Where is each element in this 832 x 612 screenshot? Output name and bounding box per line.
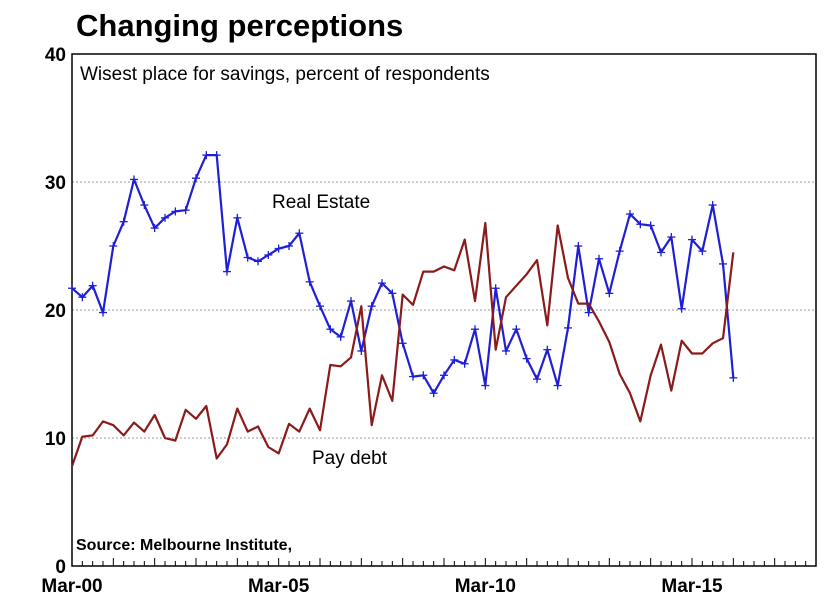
data-point-real-estate: [295, 229, 304, 238]
data-point-real-estate: [657, 248, 665, 257]
data-point-real-estate: [688, 235, 696, 244]
data-point-real-estate: [119, 217, 128, 226]
data-point-real-estate: [88, 281, 97, 290]
y-tick-label: 0: [55, 557, 66, 578]
data-point-real-estate: [677, 304, 686, 313]
x-tick-label: Mar-10: [455, 576, 516, 597]
data-point-real-estate: [584, 308, 593, 317]
data-point-real-estate: [347, 297, 355, 306]
data-point-real-estate: [615, 247, 624, 256]
data-point-real-estate: [161, 213, 169, 222]
data-point-real-estate: [202, 151, 211, 160]
data-point-real-estate: [357, 346, 366, 355]
data-point-real-estate: [78, 293, 87, 302]
series-real-estate: [68, 151, 738, 398]
annotation-pay-debt: Pay debt: [312, 448, 388, 469]
data-point-real-estate: [419, 371, 428, 380]
data-point-real-estate: [223, 267, 231, 276]
x-minor-ticks: [71, 558, 817, 566]
x-tick-label: Mar-05: [248, 576, 310, 597]
data-point-real-estate: [491, 284, 500, 293]
data-point-real-estate: [171, 207, 180, 216]
series-line-real-estate: [71, 154, 735, 395]
y-tick-label: 30: [45, 173, 66, 194]
chart-subtitle: Wisest place for savings, percent of res…: [80, 64, 490, 85]
data-point-real-estate: [336, 332, 345, 341]
data-point-real-estate: [243, 253, 252, 262]
data-point-real-estate: [440, 371, 448, 380]
data-point-real-estate: [254, 257, 262, 266]
data-point-real-estate: [636, 220, 645, 229]
data-point-real-estate: [626, 210, 634, 218]
x-tick-label: Mar-00: [41, 576, 102, 597]
y-tick-label: 40: [45, 45, 66, 66]
data-point-real-estate: [522, 354, 531, 363]
data-point-real-estate: [212, 151, 221, 160]
data-point-real-estate: [140, 201, 149, 210]
data-point-real-estate: [367, 302, 376, 311]
annotation-real-estate: Real Estate: [272, 192, 370, 213]
data-point-real-estate: [305, 277, 314, 286]
gridlines: [72, 181, 816, 439]
x-tick-labels: Mar-00 Mar-05 Mar-10 Mar-15: [41, 576, 723, 597]
series-lines: [68, 151, 738, 467]
data-point-real-estate: [264, 250, 273, 259]
data-point-real-estate: [471, 325, 479, 334]
data-point-real-estate: [150, 224, 159, 233]
data-point-real-estate: [698, 247, 707, 256]
data-point-real-estate: [502, 346, 510, 355]
data-point-real-estate: [719, 259, 727, 268]
data-point-real-estate: [708, 201, 717, 210]
data-point-real-estate: [109, 242, 118, 250]
data-point-real-estate: [460, 359, 469, 368]
data-point-real-estate: [533, 375, 541, 384]
data-point-real-estate: [68, 284, 76, 293]
data-point-real-estate: [595, 254, 603, 263]
data-point-real-estate: [388, 289, 397, 298]
data-point-real-estate: [181, 206, 190, 215]
data-point-real-estate: [667, 233, 676, 242]
y-tick-labels: 0 10 20 30 40: [45, 45, 66, 578]
data-point-real-estate: [429, 389, 438, 398]
x-tick-label: Mar-15: [661, 576, 723, 597]
data-point-real-estate: [274, 244, 283, 253]
data-point-real-estate: [378, 279, 386, 288]
source-note: Source: Melbourne Institute,: [76, 537, 292, 554]
data-point-real-estate: [646, 221, 655, 230]
data-point-real-estate: [512, 325, 521, 334]
data-point-real-estate: [605, 289, 614, 298]
series-pay-debt: [70, 221, 735, 467]
data-point-real-estate: [99, 308, 107, 317]
y-tick-label: 20: [45, 301, 66, 322]
data-point-real-estate: [316, 302, 324, 311]
chart-title: Changing perceptions: [76, 8, 404, 43]
y-tick-label: 10: [45, 429, 66, 450]
data-point-real-estate: [729, 373, 738, 382]
data-point-real-estate: [285, 242, 293, 250]
data-point-real-estate: [130, 175, 138, 184]
data-point-real-estate: [564, 323, 572, 332]
data-point-real-estate: [553, 381, 562, 390]
data-point-real-estate: [233, 213, 242, 222]
data-point-real-estate: [481, 381, 490, 390]
data-point-real-estate: [543, 345, 552, 354]
series-line-pay-debt: [70, 221, 735, 467]
data-point-real-estate: [192, 174, 200, 183]
data-point-real-estate: [574, 242, 583, 250]
data-point-real-estate: [326, 325, 335, 334]
data-point-real-estate: [450, 355, 459, 364]
data-point-real-estate: [409, 372, 417, 381]
data-point-real-estate: [398, 339, 407, 348]
